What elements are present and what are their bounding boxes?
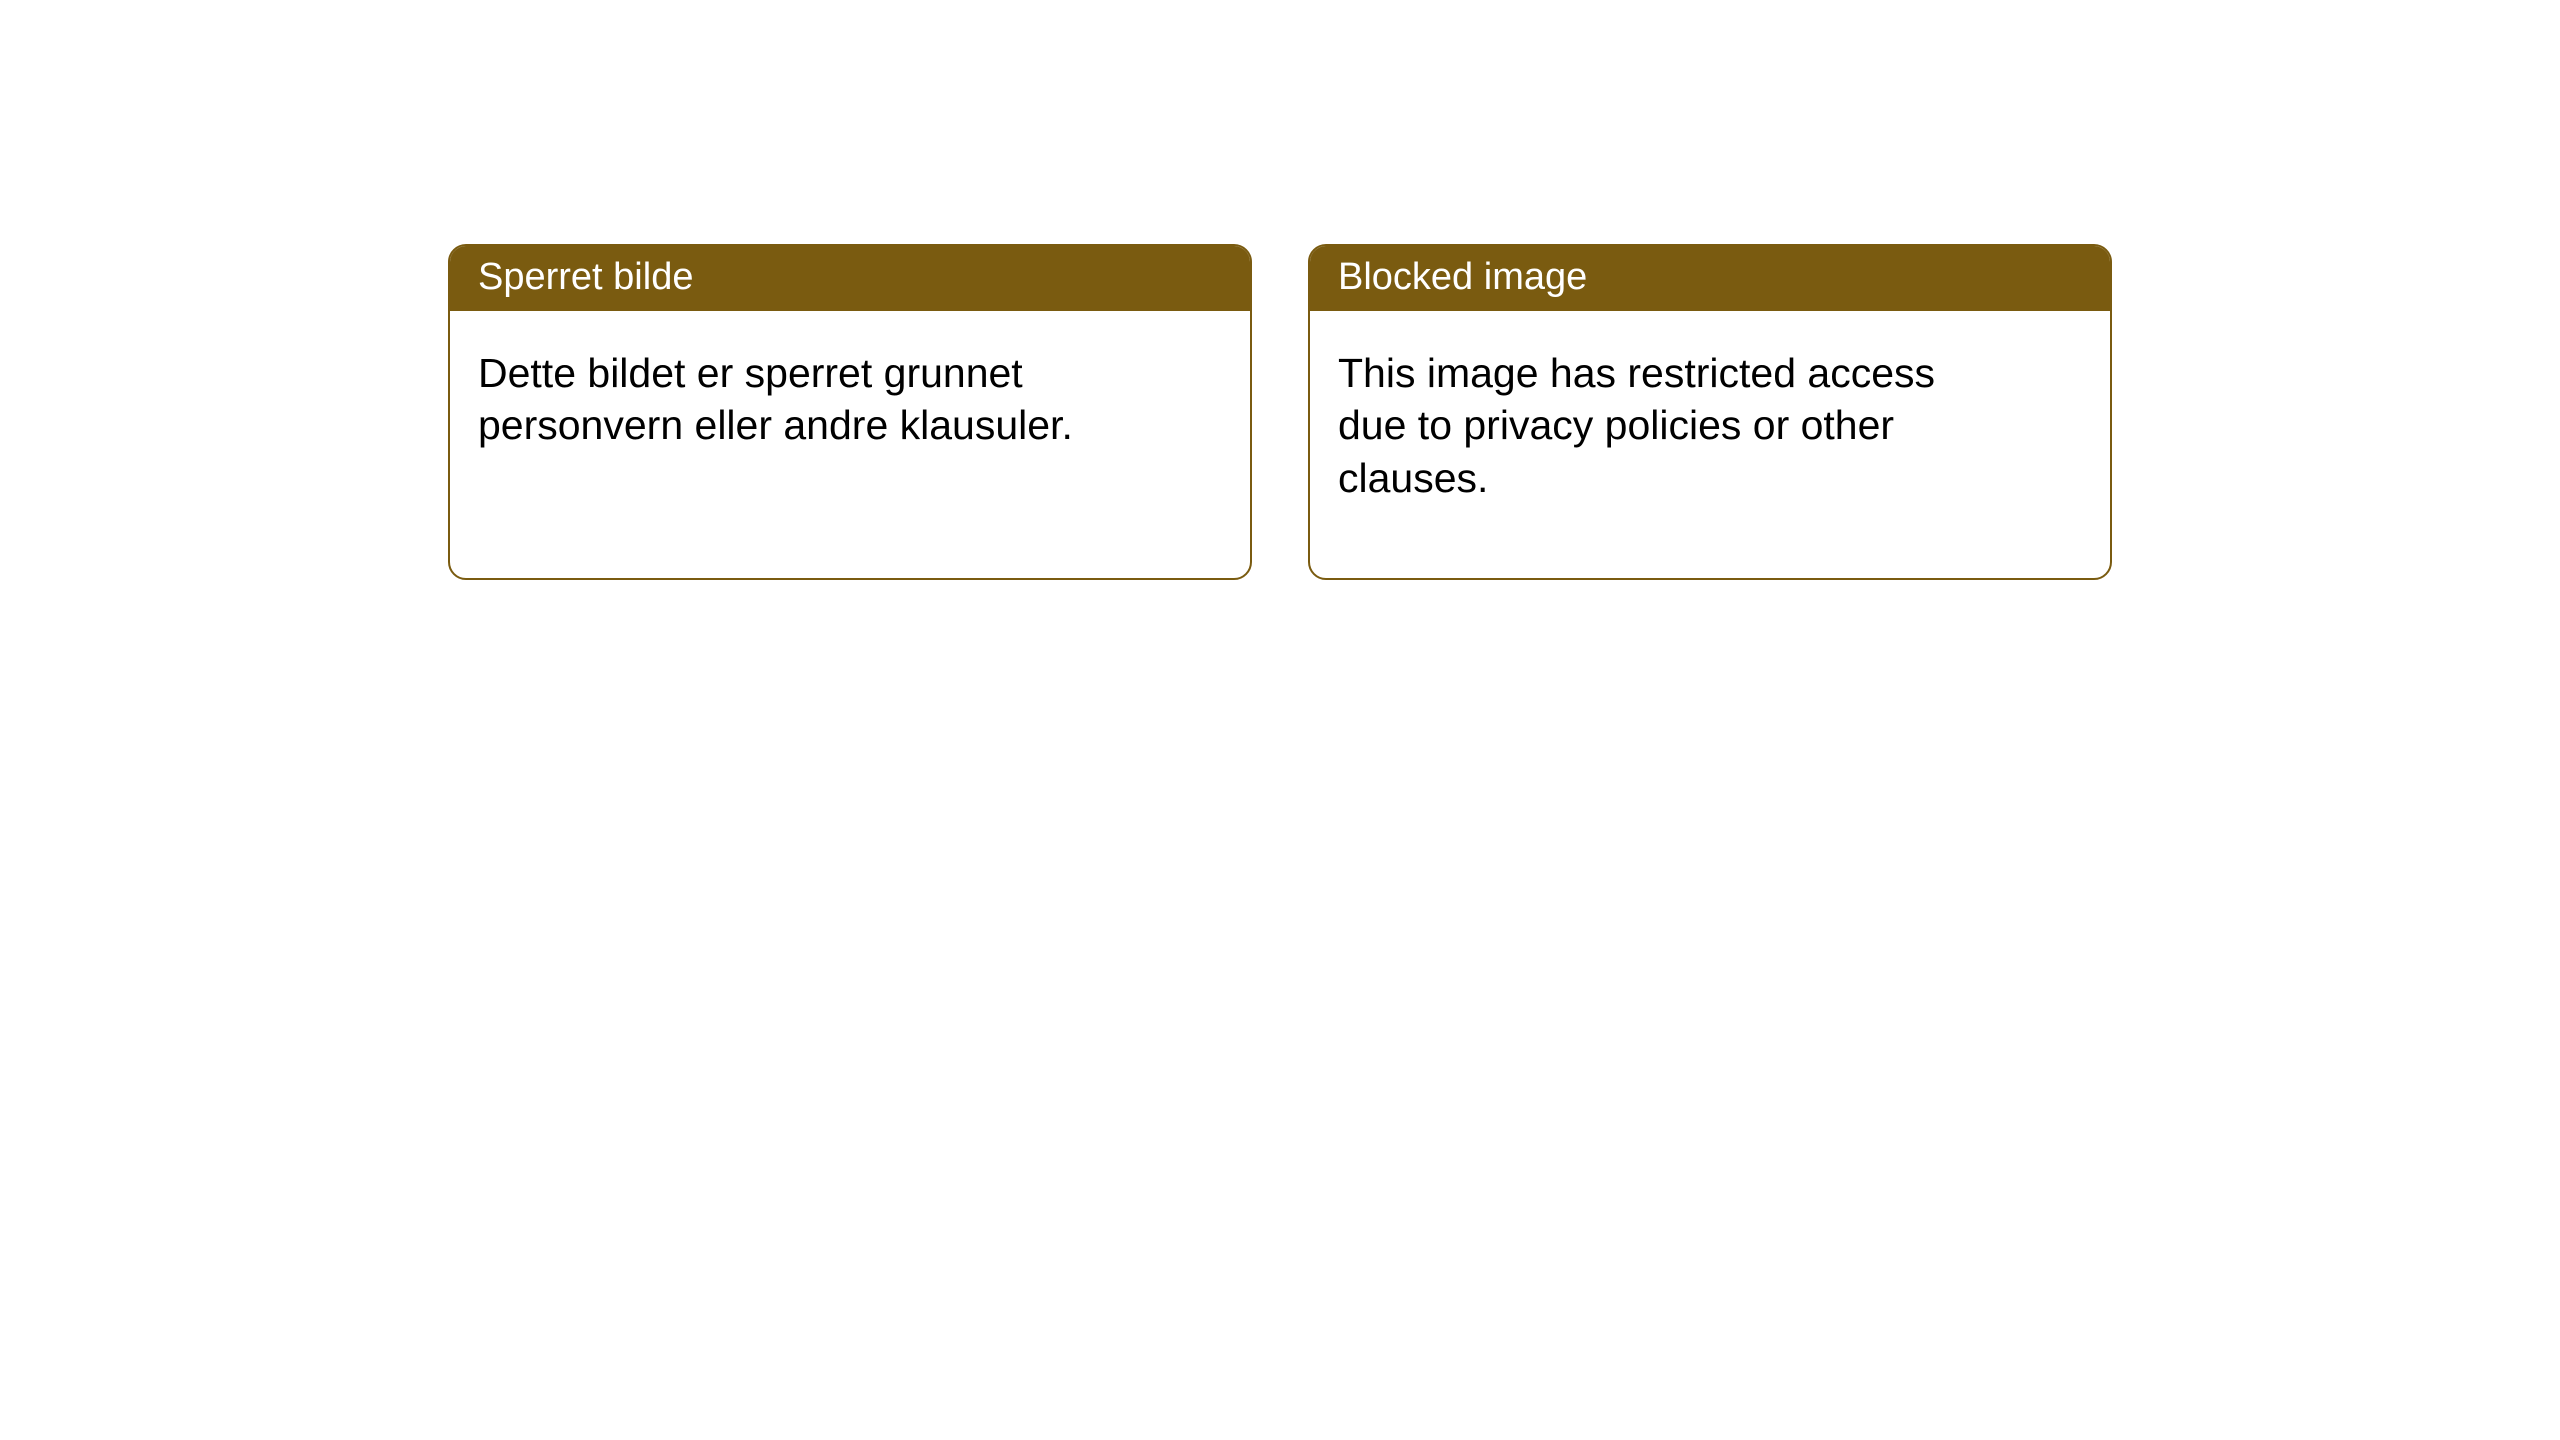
notice-body-text: Dette bildet er sperret grunnet personve… (478, 350, 1073, 448)
notice-card-english: Blocked image This image has restricted … (1308, 244, 2112, 580)
notice-body-text: This image has restricted access due to … (1338, 350, 1935, 501)
notice-card-body: This image has restricted access due to … (1310, 311, 2010, 540)
notice-container: Sperret bilde Dette bildet er sperret gr… (448, 244, 2112, 580)
notice-card-norwegian: Sperret bilde Dette bildet er sperret gr… (448, 244, 1252, 580)
notice-card-header: Blocked image (1310, 246, 2110, 311)
notice-card-header: Sperret bilde (450, 246, 1250, 311)
notice-title: Sperret bilde (478, 256, 693, 298)
notice-card-body: Dette bildet er sperret grunnet personve… (450, 311, 1150, 488)
notice-title: Blocked image (1338, 256, 1587, 298)
